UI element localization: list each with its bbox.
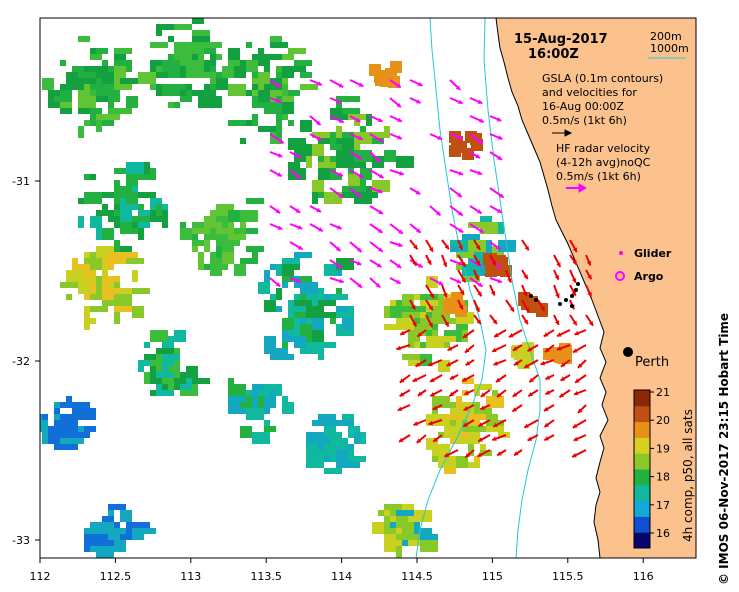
time-label: 16:00Z xyxy=(528,47,579,62)
colorbar-tick-label: 18 xyxy=(656,471,670,484)
hf-line2: (4-12h avg)noQC xyxy=(556,156,651,169)
hf-scale-arrow xyxy=(566,183,588,193)
x-tick-label: 115 xyxy=(482,570,503,583)
credit-label: © IMOS 06-Nov-2017 23:15 Hobart Time xyxy=(717,313,731,585)
glider-track xyxy=(529,282,580,308)
argo-label: Argo xyxy=(634,270,664,283)
colorbar-tick-label: 16 xyxy=(656,527,670,540)
x-tick-label: 114 xyxy=(331,570,352,583)
hf-line1: HF radar velocity xyxy=(556,142,651,155)
argo-icon xyxy=(615,271,625,281)
y-axis: -31 -32 -33 xyxy=(12,175,40,547)
gsla-line1: GSLA (0.1m contours) xyxy=(542,72,663,85)
y-tick-label: -32 xyxy=(12,355,30,368)
x-tick-label: 112 xyxy=(30,570,51,583)
isobath-200m-label: 200m xyxy=(650,30,682,43)
x-axis: 112 112.5 113 113.5 114 114.5 115 115.5 116 xyxy=(30,558,654,583)
plot-frame xyxy=(39,17,697,559)
colorbar-label: 4h comp, p50, all sats xyxy=(681,409,695,542)
date-label: 15-Aug-2017 xyxy=(514,32,608,47)
glider-label: Glider xyxy=(634,247,672,260)
gsla-line3: 16-Aug 00:00Z xyxy=(542,100,624,113)
isobath-1000m-label: 1000m xyxy=(650,42,689,55)
city-label: Perth xyxy=(635,355,669,370)
glider-icon xyxy=(619,251,623,255)
x-tick-label: 112.5 xyxy=(100,570,132,583)
x-tick-label: 116 xyxy=(633,570,654,583)
colorbar-frame xyxy=(633,389,651,549)
y-tick-label: -33 xyxy=(12,534,30,547)
colorbar xyxy=(634,390,650,549)
x-tick-label: 114.5 xyxy=(401,570,433,583)
x-tick-label: 113.5 xyxy=(250,570,282,583)
x-tick-label: 113 xyxy=(180,570,201,583)
colorbar-tick-label: 17 xyxy=(656,499,670,512)
gsla-scale: 0.5m/s (1kt 6h) xyxy=(542,114,627,127)
hf-scale: 0.5m/s (1kt 6h) xyxy=(556,170,641,183)
colorbar-tick-label: 19 xyxy=(656,442,670,455)
gsla-line2: and velocities for xyxy=(542,86,637,99)
colorbar-ticks: 16 17 18 19 20 21 xyxy=(650,386,670,540)
x-tick-label: 115.5 xyxy=(552,570,584,583)
y-tick-label: -31 xyxy=(12,175,30,188)
perth-marker xyxy=(623,347,633,357)
gsla-scale-arrow xyxy=(552,129,573,137)
colorbar-tick-label: 20 xyxy=(656,414,670,427)
colorbar-tick-label: 21 xyxy=(656,386,670,399)
